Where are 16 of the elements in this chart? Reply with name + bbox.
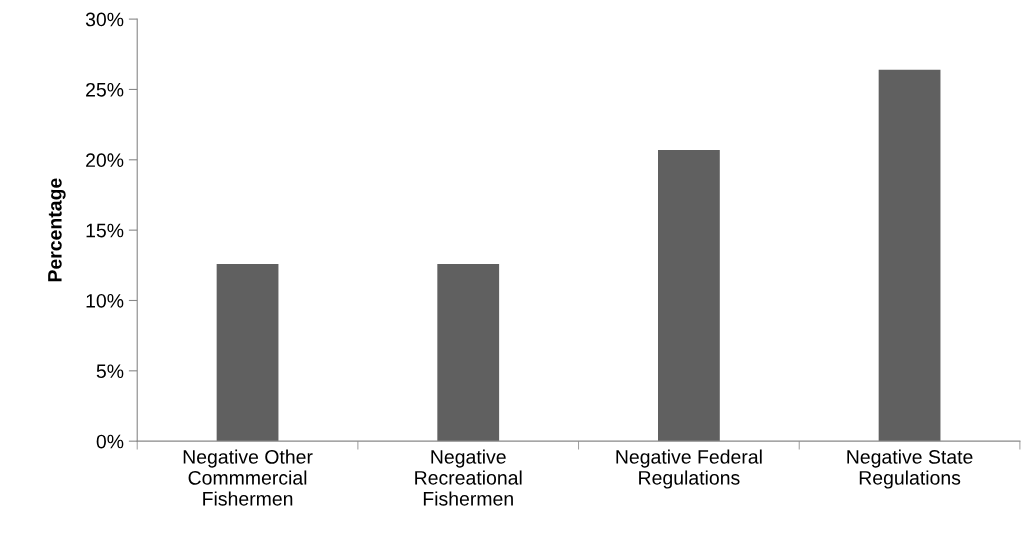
y-tick-label: 0% [96,434,124,449]
y-tick-label: 10% [86,293,124,308]
x-tick-label: Negative Federal Regulations [616,449,762,489]
bar [878,69,941,442]
y-tick-label: 30% [85,12,124,27]
y-axis-title: Percentage [48,178,66,282]
x-tick-label: Negative Recreational Fishermen [415,449,522,506]
bar [658,149,720,442]
bar [437,263,500,442]
y-tick-label: 5% [96,364,124,379]
x-tick-label: Negative Other Commmercial Fishermen [183,449,313,506]
y-tick-label: 15% [86,223,124,238]
y-tick-label: 20% [86,153,124,168]
y-tick-label: 25% [86,82,124,97]
x-tick-label: Negative State Regulations [847,449,973,489]
bar [216,263,279,442]
